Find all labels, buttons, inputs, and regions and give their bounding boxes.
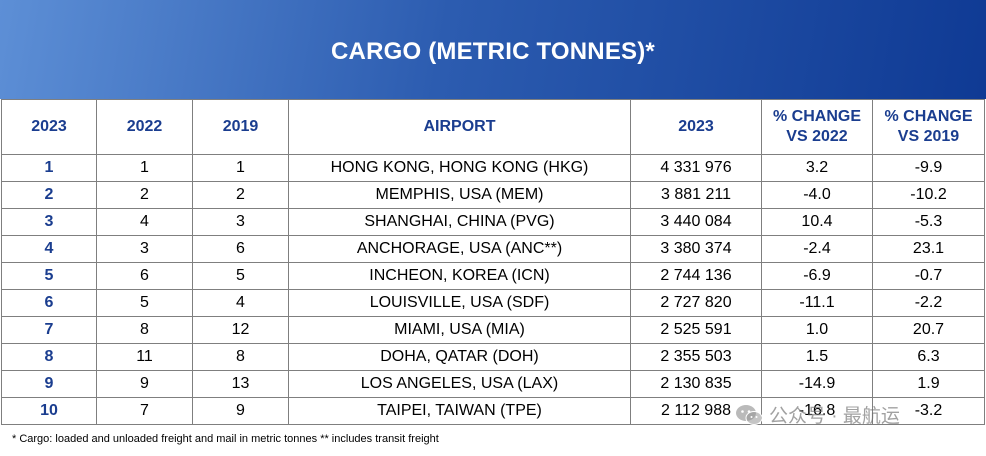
- cell-airport: HONG KONG, HONG KONG (HKG): [288, 154, 631, 182]
- table-row: 5 6 5 INCHEON, KOREA (ICN) 2 744 136 -6.9 -0.7: [1, 262, 985, 290]
- cell-change-vs-2019: -3.2: [872, 397, 985, 425]
- cell-rank-2023: 1: [1, 154, 97, 182]
- cell-rank-2022: 11: [96, 343, 193, 371]
- col-header-tonnes-2023: 2023: [630, 99, 762, 155]
- cell-tonnes-2023: 2 112 988: [630, 397, 762, 425]
- table-row: 8 11 8 DOHA, QATAR (DOH) 2 355 503 1.5 6.3: [1, 343, 985, 371]
- cell-change-vs-2019: 6.3: [872, 343, 985, 371]
- cell-rank-2022: 2: [96, 181, 193, 209]
- cell-airport: SHANGHAI, CHINA (PVG): [288, 208, 631, 236]
- cell-rank-2019: 1: [192, 154, 289, 182]
- table-row: 2 2 2 MEMPHIS, USA (MEM) 3 881 211 -4.0 -10.2: [1, 181, 985, 209]
- cell-change-vs-2022: -14.9: [761, 370, 873, 398]
- cell-tonnes-2023: 2 744 136: [630, 262, 762, 290]
- cell-rank-2023: 6: [1, 289, 97, 317]
- cell-rank-2019: 9: [192, 397, 289, 425]
- cell-tonnes-2023: 3 440 084: [630, 208, 762, 236]
- col-header-change-vs-2022: % CHANGE VS 2022: [761, 99, 873, 155]
- footnote: * Cargo: loaded and unloaded freight and…: [12, 433, 439, 445]
- cell-rank-2022: 5: [96, 289, 193, 317]
- cell-change-vs-2019: -9.9: [872, 154, 985, 182]
- cell-rank-2022: 4: [96, 208, 193, 236]
- cell-change-vs-2022: -4.0: [761, 181, 873, 209]
- cell-airport: MIAMI, USA (MIA): [288, 316, 631, 344]
- table-row: 10 7 9 TAIPEI, TAIWAN (TPE) 2 112 988 -16.8 -3…: [1, 397, 985, 425]
- cell-rank-2022: 3: [96, 235, 193, 263]
- table-header-row: 2023 2022 2019 AIRPORT 2023 % CHANGE VS …: [1, 99, 985, 155]
- cell-change-vs-2019: 23.1: [872, 235, 985, 263]
- cell-rank-2023: 10: [1, 397, 97, 425]
- col-header-airport: AIRPORT: [288, 99, 631, 155]
- table-row: 1 1 1 HONG KONG, HONG KONG (HKG) 4 331 976 3.…: [1, 154, 985, 182]
- cell-change-vs-2019: -2.2: [872, 289, 985, 317]
- cell-tonnes-2023: 3 881 211: [630, 181, 762, 209]
- cell-change-vs-2019: -10.2: [872, 181, 985, 209]
- cell-change-vs-2019: 1.9: [872, 370, 985, 398]
- cell-rank-2019: 3: [192, 208, 289, 236]
- col-header-rank-2023: 2023: [1, 99, 97, 155]
- cell-tonnes-2023: 4 331 976: [630, 154, 762, 182]
- cell-airport: ANCHORAGE, USA (ANC**): [288, 235, 631, 263]
- table-row: 4 3 6 ANCHORAGE, USA (ANC**) 3 380 374 -2.4 23…: [1, 235, 985, 263]
- col-header-rank-2019: 2019: [192, 99, 289, 155]
- cargo-table: 2023 2022 2019 AIRPORT 2023 % CHANGE VS …: [1, 99, 985, 425]
- cell-change-vs-2022: 3.2: [761, 154, 873, 182]
- cell-rank-2019: 13: [192, 370, 289, 398]
- cell-rank-2019: 2: [192, 181, 289, 209]
- cell-rank-2023: 4: [1, 235, 97, 263]
- cell-tonnes-2023: 3 380 374: [630, 235, 762, 263]
- cell-airport: LOUISVILLE, USA (SDF): [288, 289, 631, 317]
- cell-airport: TAIPEI, TAIWAN (TPE): [288, 397, 631, 425]
- cell-tonnes-2023: 2 130 835: [630, 370, 762, 398]
- cell-rank-2022: 9: [96, 370, 193, 398]
- cell-rank-2023: 7: [1, 316, 97, 344]
- cell-change-vs-2022: 10.4: [761, 208, 873, 236]
- cell-change-vs-2022: -16.8: [761, 397, 873, 425]
- col-header-rank-2022: 2022: [96, 99, 193, 155]
- cell-change-vs-2022: -6.9: [761, 262, 873, 290]
- cell-tonnes-2023: 2 355 503: [630, 343, 762, 371]
- cell-change-vs-2019: -0.7: [872, 262, 985, 290]
- cell-change-vs-2022: 1.0: [761, 316, 873, 344]
- cell-rank-2019: 12: [192, 316, 289, 344]
- cell-rank-2023: 8: [1, 343, 97, 371]
- cell-rank-2023: 5: [1, 262, 97, 290]
- cell-airport: INCHEON, KOREA (ICN): [288, 262, 631, 290]
- cell-airport: MEMPHIS, USA (MEM): [288, 181, 631, 209]
- page-title: CARGO (METRIC TONNES)*: [331, 37, 655, 65]
- table-row: 3 4 3 SHANGHAI, CHINA (PVG) 3 440 084 10.4 -5.…: [1, 208, 985, 236]
- cell-change-vs-2022: -11.1: [761, 289, 873, 317]
- cell-tonnes-2023: 2 525 591: [630, 316, 762, 344]
- cell-rank-2023: 2: [1, 181, 97, 209]
- cell-airport: LOS ANGELES, USA (LAX): [288, 370, 631, 398]
- cell-rank-2019: 6: [192, 235, 289, 263]
- cell-airport: DOHA, QATAR (DOH): [288, 343, 631, 371]
- table-row: 9 9 13 LOS ANGELES, USA (LAX) 2 130 835 -14.9…: [1, 370, 985, 398]
- title-banner: CARGO (METRIC TONNES)*: [0, 0, 986, 99]
- cell-rank-2023: 9: [1, 370, 97, 398]
- cell-tonnes-2023: 2 727 820: [630, 289, 762, 317]
- cell-rank-2019: 5: [192, 262, 289, 290]
- cell-rank-2023: 3: [1, 208, 97, 236]
- cell-rank-2022: 7: [96, 397, 193, 425]
- cell-rank-2022: 1: [96, 154, 193, 182]
- table-row: 6 5 4 LOUISVILLE, USA (SDF) 2 727 820 -11.1 -2…: [1, 289, 985, 317]
- cell-change-vs-2022: -2.4: [761, 235, 873, 263]
- table-row: 7 8 12 MIAMI, USA (MIA) 2 525 591 1.0 20.7: [1, 316, 985, 344]
- cell-change-vs-2019: -5.3: [872, 208, 985, 236]
- cell-rank-2022: 6: [96, 262, 193, 290]
- cell-rank-2019: 4: [192, 289, 289, 317]
- col-header-change-vs-2019: % CHANGE VS 2019: [872, 99, 985, 155]
- cell-change-vs-2019: 20.7: [872, 316, 985, 344]
- cell-change-vs-2022: 1.5: [761, 343, 873, 371]
- cell-rank-2019: 8: [192, 343, 289, 371]
- cell-rank-2022: 8: [96, 316, 193, 344]
